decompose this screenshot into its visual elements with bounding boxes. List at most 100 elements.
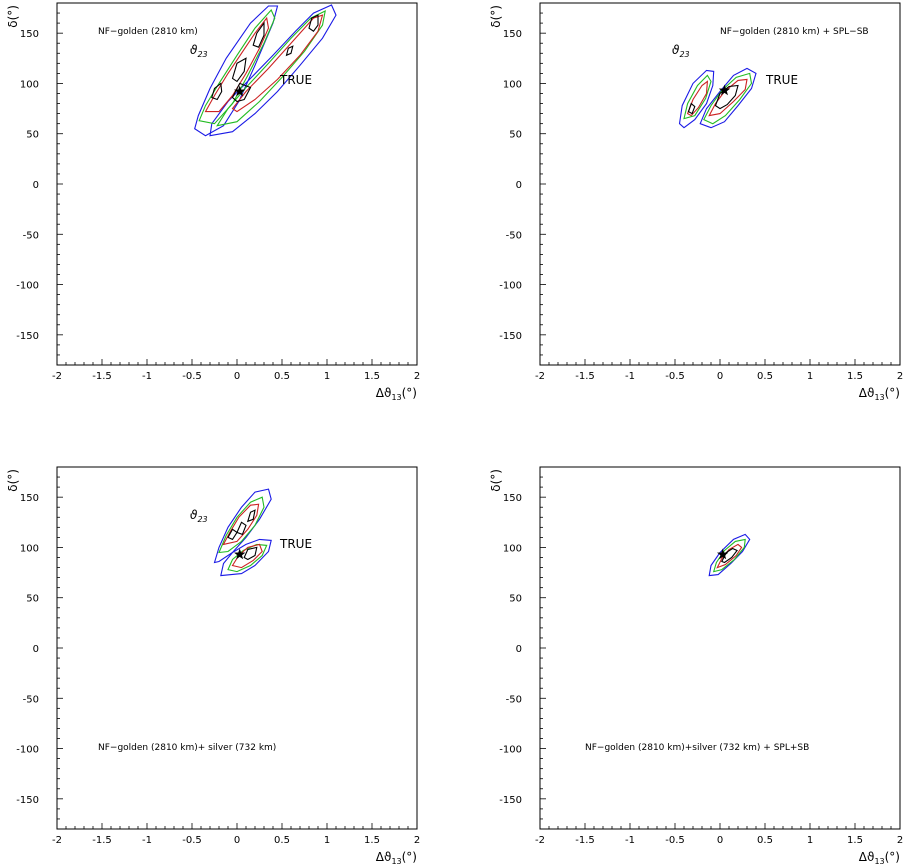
x-tick-label: 0.5	[274, 371, 290, 382]
x-axis-label: Δϑ13(°)	[376, 386, 417, 402]
y-tick-label: 150	[20, 493, 39, 504]
panel-annotation: NF−golden (2810 km)+ silver (732 km)	[98, 743, 276, 753]
plot-frame	[539, 466, 901, 830]
y-tick-label: 0	[33, 180, 39, 191]
x-axis-label: Δϑ13(°)	[859, 850, 900, 866]
true-point-star	[718, 84, 731, 96]
y-tick-label: -50	[23, 230, 39, 241]
contour-line	[194, 5, 279, 137]
contour-line	[708, 78, 748, 117]
true-point-star	[234, 85, 246, 97]
y-tick-label: 0	[516, 644, 522, 655]
y-tick-label: -150	[499, 795, 522, 806]
y-tick-label: -100	[499, 745, 522, 756]
y-tick-label: -50	[23, 694, 39, 705]
y-tick-label: 150	[503, 493, 522, 504]
true-point-star	[234, 548, 246, 560]
x-tick-label: 1	[324, 835, 330, 846]
x-tick-label: -0.5	[182, 371, 202, 382]
x-tick-label: 2	[897, 371, 903, 382]
x-tick-label: -0.5	[182, 835, 202, 846]
contour-line	[308, 14, 319, 32]
x-tick-label: -1.5	[92, 835, 112, 846]
contour-line	[231, 14, 324, 113]
x-tick-label: 1.5	[847, 371, 863, 382]
chart-panel-bottom-right: -2 -1.5 -1 -0.5 0 0.5 1 1.5 2 150 100 50 0 -50 -100 -15…	[489, 466, 903, 866]
contour-line	[213, 488, 272, 564]
y-tick-label: 100	[20, 543, 39, 554]
panel-annotation: NF−golden (2810 km)+silver (732 km) + SP…	[585, 743, 809, 753]
y-axis-label: δ(°)	[489, 469, 503, 492]
theta23-label: ϑ23	[190, 43, 208, 59]
contour-line	[243, 546, 258, 561]
x-tick-label: -0.5	[665, 371, 685, 382]
contour-line	[220, 538, 272, 577]
y-tick-label: 100	[503, 79, 522, 90]
x-tick-label: 2	[414, 835, 420, 846]
contour-line	[246, 509, 256, 523]
y-tick-label: 0	[33, 644, 39, 655]
x-tick-label: -1.5	[575, 835, 595, 846]
chart-panel-top-right: -2 -1.5 -1 -0.5 0 0.5 1 1.5 2 150 100 50 0 -50 -100 -15…	[489, 2, 903, 402]
x-tick-label: 2	[897, 835, 903, 846]
contour-line	[699, 67, 757, 129]
x-tick-label: 0	[234, 835, 240, 846]
x-tick-label: -2	[535, 371, 545, 382]
x-tick-label: -1	[625, 835, 635, 846]
y-tick-label: 100	[20, 79, 39, 90]
y-axis-label: δ(°)	[6, 469, 20, 492]
panel-annotation: NF−golden (2810 km)	[98, 27, 198, 37]
true-label: TRUE	[765, 73, 798, 87]
contour-line	[712, 538, 746, 573]
contour-line	[231, 57, 247, 83]
contour-line	[236, 521, 247, 536]
contour-line	[708, 533, 751, 577]
y-tick-label: 50	[509, 594, 522, 605]
contour-line	[231, 82, 252, 103]
y-axis-label: δ(°)	[6, 5, 20, 28]
contour-line	[218, 496, 265, 554]
x-tick-label: 1.5	[847, 835, 863, 846]
x-tick-label: -0.5	[665, 835, 685, 846]
x-tick-label: -1	[142, 371, 152, 382]
contour-line	[678, 69, 715, 129]
contour-line	[222, 503, 260, 546]
x-axis-label: Δϑ13(°)	[859, 386, 900, 402]
y-tick-label: -100	[16, 745, 39, 756]
y-tick-label: -100	[499, 281, 522, 292]
x-tick-label: 1	[807, 835, 813, 846]
contour-line	[683, 74, 712, 120]
y-tick-label: 150	[503, 29, 522, 40]
y-tick-label: -50	[506, 694, 522, 705]
plot-frame	[56, 2, 418, 366]
x-tick-label: 1	[324, 371, 330, 382]
y-tick-label: 150	[20, 29, 39, 40]
contour-line	[285, 45, 294, 57]
y-tick-label: -150	[16, 331, 39, 342]
true-point-star	[717, 548, 729, 560]
y-tick-label: 0	[516, 180, 522, 191]
x-tick-label: 0	[717, 835, 723, 846]
contour-line	[703, 72, 753, 125]
x-tick-label: -2	[52, 371, 62, 382]
chart-panel-top-left: -2 -1.5 -1 -0.5 0 0.5 1 1.5 2 150 100 50 0 -50 -100 -15…	[6, 2, 420, 402]
y-tick-label: -150	[499, 331, 522, 342]
x-tick-label: -1.5	[575, 371, 595, 382]
contour-line	[211, 82, 223, 101]
contour-line	[714, 84, 739, 110]
y-tick-label: 50	[26, 130, 39, 141]
y-tick-label: -150	[16, 795, 39, 806]
x-tick-label: -2	[52, 835, 62, 846]
x-tick-label: -1.5	[92, 371, 112, 382]
contour-line	[687, 102, 696, 115]
contour-line	[209, 4, 337, 137]
x-tick-label: 2	[414, 371, 420, 382]
theta23-label: ϑ23	[672, 43, 690, 59]
chart-panel-bottom-left: -2 -1.5 -1 -0.5 0 0.5 1 1.5 2 150 100 50 0 -50 -100 -15…	[6, 466, 420, 866]
y-tick-label: 50	[509, 130, 522, 141]
x-axis-label: Δϑ13(°)	[376, 850, 417, 866]
x-tick-label: 0.5	[757, 371, 773, 382]
y-tick-label: 100	[503, 543, 522, 554]
x-tick-label: 1.5	[364, 835, 380, 846]
y-tick-label: -50	[506, 230, 522, 241]
